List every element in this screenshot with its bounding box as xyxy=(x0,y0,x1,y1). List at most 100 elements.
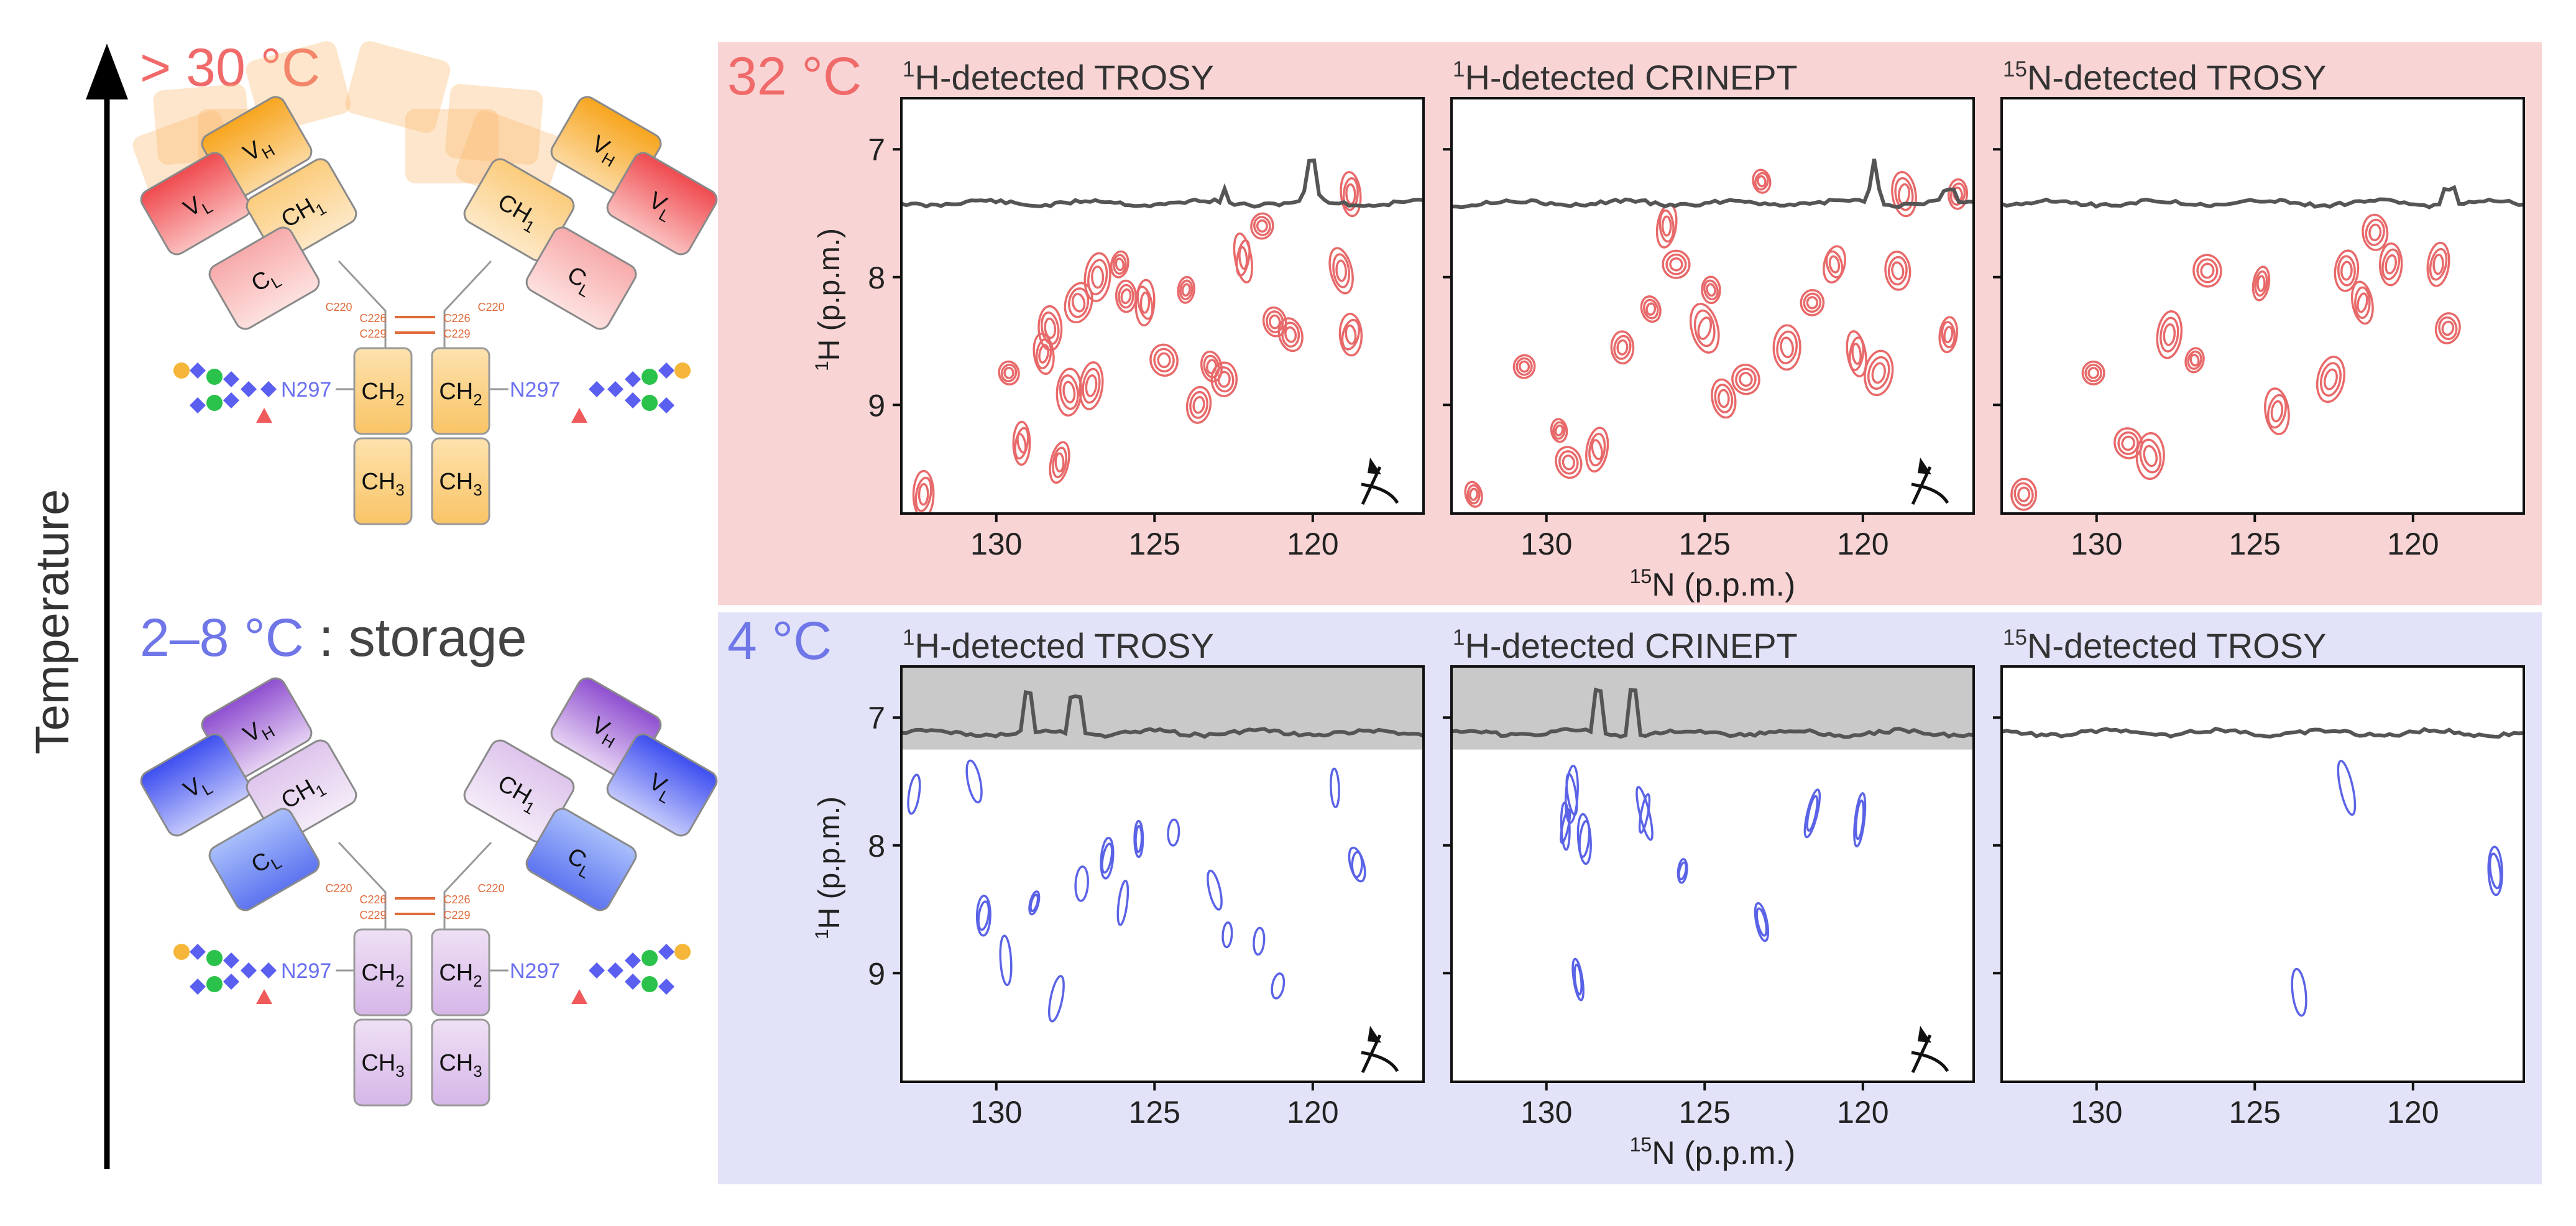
peak-contour xyxy=(1340,171,1362,218)
peak-contour xyxy=(1110,250,1129,279)
peak-contour xyxy=(1772,324,1801,371)
hot-condition-label: > 30 °C xyxy=(140,38,320,98)
peak-contour xyxy=(1342,177,1359,211)
peak-contour xyxy=(1697,316,1713,340)
peak-contour xyxy=(2368,223,2382,242)
peak-contour xyxy=(1014,426,1029,460)
projection-trace xyxy=(901,689,1424,739)
peak-contour xyxy=(1253,926,1266,956)
glycan-diamond-icon xyxy=(190,944,206,960)
right-ch3-label-sub: 3 xyxy=(473,481,482,499)
peak-contour xyxy=(2160,316,2179,353)
peak-contour xyxy=(1056,367,1083,417)
plot-frame xyxy=(2000,97,2525,515)
peak-contour xyxy=(2081,360,2105,385)
left-ch3-domain: CH3 xyxy=(353,1018,413,1107)
right-ch3-domain: CH3 xyxy=(431,1018,490,1107)
right-cl-domain: CL xyxy=(525,226,637,330)
left-hinge xyxy=(338,841,387,929)
ghost-domain xyxy=(445,84,543,165)
peak-contour xyxy=(2381,248,2401,280)
peak-contour xyxy=(1714,384,1734,413)
peak-contour xyxy=(1134,824,1143,854)
right-cl-domain: CL xyxy=(525,808,637,911)
peak-contour xyxy=(2334,249,2360,292)
left-ch3-label-main: CH xyxy=(361,1050,395,1076)
right-ch2-label: CH2 xyxy=(439,960,482,990)
x-tick-label: 120 xyxy=(2387,1095,2439,1130)
peak-contour xyxy=(1887,256,1908,286)
peak-contour xyxy=(1038,344,1049,364)
peak-contour xyxy=(1281,321,1300,348)
peak-contour xyxy=(1803,788,1821,839)
peak-contour xyxy=(1884,251,1911,291)
left-glycan-site-label: N297 xyxy=(281,959,331,983)
peak-contour xyxy=(2362,213,2389,251)
peak-contour xyxy=(1269,314,1281,330)
peak-contour xyxy=(2354,286,2371,320)
ghost-domain xyxy=(345,41,451,133)
disulfide-label-c229-right: C229 xyxy=(443,909,470,921)
peak-contour xyxy=(1185,385,1212,424)
left-vl-domain: VL xyxy=(140,733,252,837)
left-ch2-label-main: CH xyxy=(361,379,395,405)
peak-contour xyxy=(1701,275,1721,305)
peak-contour xyxy=(1338,313,1363,357)
peak-contour xyxy=(1149,343,1179,377)
peak-contour xyxy=(2252,265,2271,302)
peak-contour xyxy=(1853,792,1867,848)
peak-contour xyxy=(2196,258,2219,283)
peak-contour xyxy=(2184,347,2205,374)
peak-contour xyxy=(1560,808,1571,844)
peak-contour xyxy=(1585,426,1609,473)
disulfide-label-c229-left: C229 xyxy=(359,328,386,340)
peak-contour xyxy=(1806,795,1819,832)
peak-contour xyxy=(1335,259,1347,282)
peak-contour xyxy=(1616,339,1629,356)
peak-contour xyxy=(1693,309,1716,348)
x-axis-label: 15N (p.p.m.) xyxy=(1630,565,1796,603)
peak-contour xyxy=(2013,482,2034,507)
peak-contour xyxy=(1238,246,1248,270)
peak-contour xyxy=(1739,372,1753,387)
left-ch3-label-sub: 3 xyxy=(395,1062,404,1081)
glycan-circle-icon xyxy=(642,950,658,966)
peak-contour xyxy=(1214,366,1235,393)
glycan-diamond-icon xyxy=(260,381,277,397)
peak-contour xyxy=(2441,320,2455,336)
peak-contour xyxy=(1806,296,1819,310)
peak-contour xyxy=(1048,975,1065,1023)
disulfide-label-c226-left: C226 xyxy=(359,893,386,906)
peak-contour xyxy=(907,773,921,815)
glycan-diamond-icon xyxy=(607,962,623,979)
peak-contour xyxy=(965,759,983,804)
plot-area xyxy=(901,98,1424,514)
peak-contour xyxy=(1662,249,1691,279)
glycan-diamond-icon xyxy=(260,962,277,979)
peak-contour xyxy=(1717,389,1730,408)
peak-contour xyxy=(2434,312,2461,344)
peak-contour xyxy=(2385,254,2398,275)
peak-contour xyxy=(1610,330,1635,365)
peak-contour xyxy=(1210,361,1238,397)
peak-contour xyxy=(1071,293,1086,313)
x-tick-label: 125 xyxy=(2229,1095,2281,1130)
left-ch3-label: CH3 xyxy=(361,469,404,499)
y-tick-label: 8 xyxy=(868,829,885,864)
x-tick-label: 125 xyxy=(1679,1095,1731,1130)
peak-contour xyxy=(2432,254,2444,275)
glycan-circle-icon xyxy=(173,362,190,379)
glycan-circle-icon xyxy=(206,950,223,966)
right-ch2-label-sub: 2 xyxy=(473,390,482,409)
cold-temperature-range: 2–8 °C xyxy=(140,608,304,668)
left-ch3-label-sub: 3 xyxy=(395,481,404,499)
peak-contour xyxy=(1825,250,1844,279)
right-vl-domain-shape xyxy=(606,733,718,837)
panel-title: 15N-detected TROSY xyxy=(2003,625,2326,665)
peak-contour xyxy=(1000,363,1018,382)
glycan-diamond-icon xyxy=(223,371,239,387)
x-tick-label: 130 xyxy=(1520,527,1572,561)
peak-contour xyxy=(1512,354,1536,379)
glycan-diamond-icon xyxy=(658,979,674,995)
